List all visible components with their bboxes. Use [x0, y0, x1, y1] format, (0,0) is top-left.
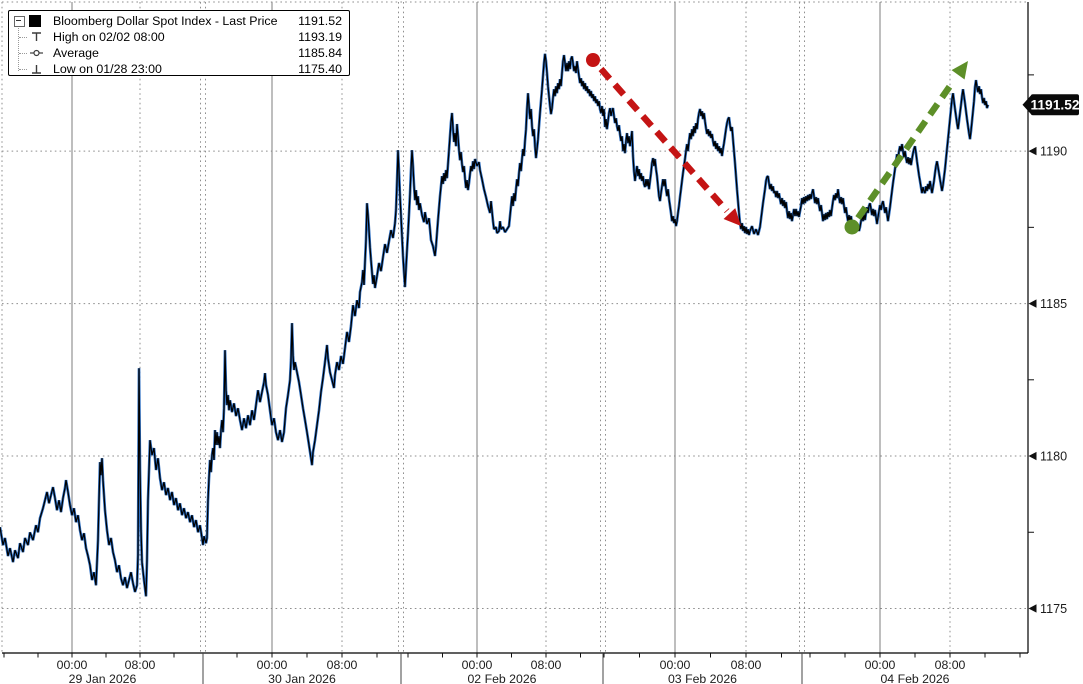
x-time-label: 00:00	[57, 658, 88, 672]
x-time-label: 08:00	[327, 658, 358, 672]
green-up-arrow	[844, 61, 968, 235]
low-label: Low on 01/28 23:00	[53, 62, 162, 76]
high-marker-icon	[32, 32, 41, 41]
y-tick-arrow	[1028, 146, 1037, 156]
green-up-arrow-head	[951, 61, 968, 80]
y-tick-label: 1185	[1040, 297, 1067, 311]
high-value: 1193.19	[298, 30, 342, 44]
price-line	[0, 53, 989, 597]
series-swatch-icon	[29, 15, 41, 27]
average-value: 1185.84	[298, 46, 342, 60]
series-last-value: 1191.52	[298, 14, 342, 28]
legend-box: Bloomberg Dollar Spot Index - Last Price…	[8, 10, 350, 76]
average-label: Average	[53, 46, 99, 60]
low-marker-icon	[32, 65, 41, 74]
x-date-label: 03 Feb 2026	[668, 672, 737, 684]
legend-row-high[interactable]: High on 02/02 08:00 1193.19	[9, 29, 349, 45]
series-label: Bloomberg Dollar Spot Index - Last Price	[53, 14, 278, 28]
x-time-label: 00:00	[462, 658, 493, 672]
red-down-arrow-dash	[598, 66, 730, 214]
red-down-arrow-head	[723, 208, 741, 226]
green-up-arrow-dot	[844, 219, 860, 235]
y-tick-arrow	[1028, 604, 1037, 613]
x-time-label: 08:00	[731, 658, 762, 672]
x-date-label: 30 Jan 2026	[268, 672, 336, 684]
average-marker-icon	[30, 49, 43, 57]
low-value: 1175.40	[298, 62, 342, 76]
x-time-label: 08:00	[531, 658, 562, 672]
grid-lines	[1, 1, 1028, 653]
y-tick-arrow	[1028, 299, 1037, 308]
legend-row-series[interactable]: Bloomberg Dollar Spot Index - Last Price…	[9, 13, 349, 29]
y-tick-label: 1180	[1040, 449, 1067, 463]
high-label: High on 02/02 08:00	[53, 30, 165, 44]
last-price-text: 1191.52	[1030, 98, 1079, 113]
x-date-label: 04 Feb 2026	[880, 672, 949, 684]
x-date-label: 29 Jan 2026	[69, 672, 137, 684]
x-time-label: 00:00	[257, 658, 288, 672]
x-time-label: 00:00	[865, 658, 896, 672]
y-tick-label: 1175	[1040, 602, 1067, 616]
green-up-arrow-dash	[855, 84, 953, 220]
y-tick-arrow	[1028, 451, 1037, 461]
legend-tree-line	[18, 25, 19, 71]
x-date-label: 02 Feb 2026	[467, 672, 536, 684]
last-price-tag: 1191.52	[1022, 94, 1080, 116]
red-down-arrow	[586, 53, 741, 226]
tree-collapse-icon[interactable]	[14, 16, 25, 27]
x-time-label: 08:00	[125, 658, 156, 672]
legend-row-low[interactable]: Low on 01/28 23:00 1175.40	[9, 61, 349, 77]
x-time-label: 00:00	[660, 658, 691, 672]
legend-row-average[interactable]: Average 1185.84	[9, 45, 349, 61]
x-time-label: 08:00	[935, 658, 966, 672]
red-down-arrow-dot	[586, 53, 600, 67]
y-tick-label: 1190	[1040, 144, 1067, 158]
